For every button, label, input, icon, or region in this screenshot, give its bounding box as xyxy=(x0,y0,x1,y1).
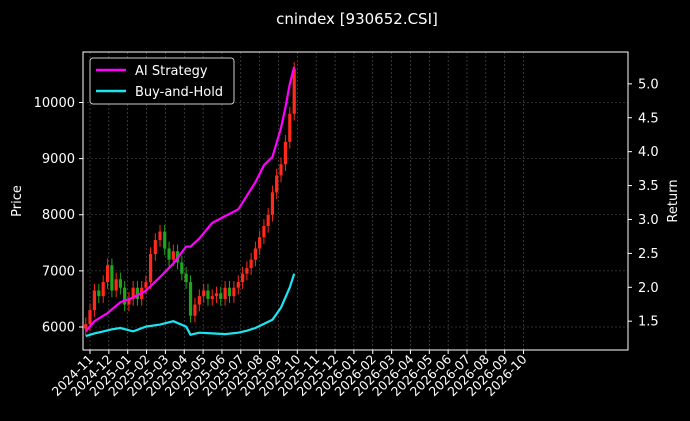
legend: AI Strategy Buy-and-Hold xyxy=(89,57,235,105)
candle-body xyxy=(118,279,123,288)
y-axis-label-left: Price xyxy=(10,185,25,217)
left-axis: 6000 7000 8000 9000 10000 xyxy=(34,96,83,335)
candle-body xyxy=(266,214,270,226)
candle-body xyxy=(188,282,193,316)
candle-body xyxy=(180,262,184,274)
candle-body xyxy=(241,273,245,283)
candle-body xyxy=(270,192,275,215)
candle-body xyxy=(135,287,140,299)
ai-strategy-line xyxy=(84,66,296,333)
candle-body xyxy=(153,240,157,255)
candle-body xyxy=(227,287,232,297)
y-right-tick-label: 4.5 xyxy=(638,111,659,126)
candle-body xyxy=(101,282,105,297)
y-left-tick-label: 6000 xyxy=(42,320,75,335)
candle-body xyxy=(249,259,253,269)
y-right-tick-label: 3.5 xyxy=(638,179,659,194)
y-axis-label-right: Return xyxy=(666,179,681,222)
candle-body xyxy=(206,290,210,299)
candle-body xyxy=(127,298,131,305)
y-left-tick-label: 9000 xyxy=(42,152,75,167)
candle-body xyxy=(283,141,288,165)
candle-body xyxy=(279,164,283,176)
buy-and-hold-line xyxy=(85,273,296,338)
y-right-tick-label: 2.5 xyxy=(638,247,659,262)
candle-body xyxy=(97,290,101,297)
candle-body xyxy=(193,304,197,316)
y-right-tick-label: 4.0 xyxy=(638,145,659,160)
candle-body xyxy=(110,265,114,291)
price-candles xyxy=(84,62,296,336)
candle-body xyxy=(92,290,96,311)
candle-body xyxy=(163,231,167,249)
y-left-tick-label: 8000 xyxy=(42,208,75,223)
candle-body xyxy=(288,113,292,142)
candle-body xyxy=(148,254,153,283)
y-right-tick-label: 1.5 xyxy=(638,315,659,330)
legend-label-buy-and-hold: Buy-and-Hold xyxy=(135,85,223,100)
candle-body xyxy=(236,282,240,288)
candle-body xyxy=(232,287,236,297)
x-axis: 2024-112024-122025-012025-022025-032025-… xyxy=(49,350,530,399)
y-left-tick-label: 7000 xyxy=(42,264,75,279)
candle-body xyxy=(258,237,262,249)
legend-label-ai-strategy: AI Strategy xyxy=(135,64,208,79)
candle-body xyxy=(158,231,162,241)
candle-body xyxy=(184,273,188,283)
candle-body xyxy=(262,225,266,238)
candle-body xyxy=(214,293,219,297)
candle-body xyxy=(144,282,148,288)
candle-body xyxy=(223,287,227,299)
candle-body xyxy=(275,175,279,193)
candle-body xyxy=(219,293,223,299)
candle-body xyxy=(245,268,249,274)
plot-frame xyxy=(82,51,629,351)
y-right-tick-label: 5.0 xyxy=(638,77,659,92)
y-right-tick-label: 3.0 xyxy=(638,213,659,228)
candle-body xyxy=(171,251,175,260)
candle-body xyxy=(114,279,118,291)
candle-body xyxy=(210,296,214,299)
chart-title: cnindex [930652.CSI] xyxy=(276,10,438,28)
candle-body xyxy=(292,68,296,114)
y-right-tick-label: 2.0 xyxy=(638,281,659,296)
right-axis: 1.5 2.0 2.5 3.0 3.5 4.0 4.5 5.0 xyxy=(628,77,659,330)
candle-body xyxy=(202,290,206,297)
candle-body xyxy=(131,287,135,299)
y-left-tick-label: 10000 xyxy=(34,96,75,111)
candle-body xyxy=(105,265,110,283)
candle-body xyxy=(167,248,171,260)
candle-body xyxy=(197,296,201,305)
candle-body xyxy=(123,287,127,305)
candle-body xyxy=(253,248,257,260)
candle-body xyxy=(88,310,92,325)
candle-body xyxy=(84,324,88,329)
